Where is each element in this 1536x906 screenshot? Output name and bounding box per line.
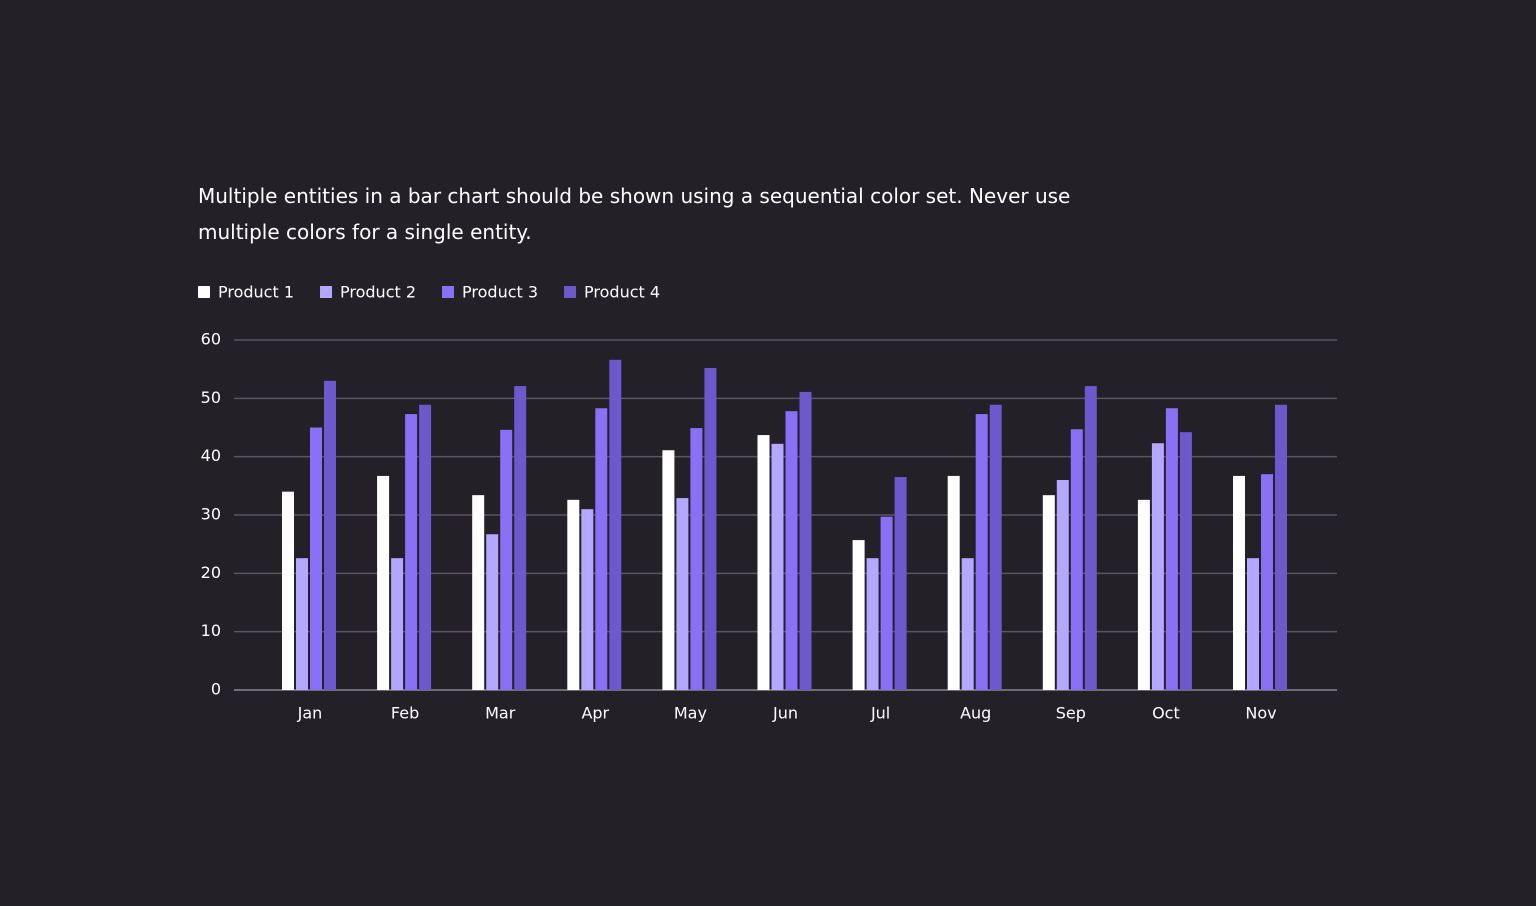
bar (324, 380, 336, 690)
x-tick-label: Aug (960, 704, 991, 723)
bar (486, 534, 499, 690)
x-tick-label: Feb (391, 704, 419, 723)
bar (391, 558, 404, 690)
y-tick-label: 10 (201, 621, 221, 640)
description: Multiple entities in a bar chart should … (198, 184, 1071, 244)
bar (1070, 429, 1083, 690)
legend-swatch (442, 286, 455, 298)
bar (282, 491, 294, 690)
bar (676, 498, 689, 690)
x-tick-label: Nov (1245, 704, 1276, 723)
bar (1261, 474, 1273, 690)
bar (296, 558, 308, 690)
bar (880, 516, 893, 690)
y-tick-label: 30 (201, 505, 221, 524)
bar (852, 540, 865, 690)
bar (405, 414, 418, 690)
bar (419, 404, 432, 690)
x-tick-label: Sep (1056, 704, 1086, 723)
x-tick-label: Mar (485, 704, 516, 723)
x-tick-label: Jul (870, 704, 890, 723)
bar (690, 428, 703, 690)
bar (310, 427, 322, 690)
bar (704, 368, 717, 690)
x-tick-label: Jan (297, 704, 323, 723)
bar (785, 411, 798, 690)
bar (472, 495, 485, 690)
legend-label: Product 2 (340, 283, 416, 302)
bar (1179, 432, 1192, 690)
x-tick-label: May (674, 704, 707, 723)
bar (1275, 404, 1287, 690)
bar (377, 475, 390, 690)
bar (866, 558, 879, 690)
bar (1165, 408, 1178, 690)
legend-label: Product 4 (584, 283, 660, 302)
bar (757, 435, 770, 690)
y-tick-label: 0 (211, 680, 221, 699)
bar (662, 450, 675, 690)
y-tick-label: 20 (201, 563, 221, 582)
bar (581, 509, 594, 690)
bar (947, 475, 960, 690)
bar (500, 429, 513, 690)
bar (514, 386, 527, 690)
bar (595, 408, 608, 690)
legend-swatch (564, 286, 577, 298)
bar (1056, 480, 1069, 690)
bar (799, 391, 812, 690)
bar (961, 558, 974, 690)
legend-label: Product 1 (218, 283, 294, 302)
x-tick-label: Apr (581, 704, 609, 723)
bar (1233, 475, 1245, 690)
bar (771, 443, 784, 690)
legend-swatch (320, 286, 333, 298)
bar (1247, 558, 1259, 690)
y-tick-label: 40 (201, 446, 221, 465)
bar (975, 414, 988, 690)
bar (1137, 499, 1150, 690)
bar (894, 477, 907, 690)
bar (989, 404, 1002, 690)
bar (609, 359, 622, 690)
bar (1151, 443, 1164, 690)
bar (1084, 386, 1097, 690)
y-tick-label: 60 (201, 330, 221, 349)
legend-swatch (198, 286, 210, 298)
x-tick-label: Jun (772, 704, 798, 723)
x-tick-label: Oct (1152, 704, 1180, 723)
bar (567, 499, 580, 690)
legend-label: Product 3 (462, 283, 538, 302)
y-tick-label: 50 (201, 388, 221, 407)
bar (1042, 495, 1055, 690)
